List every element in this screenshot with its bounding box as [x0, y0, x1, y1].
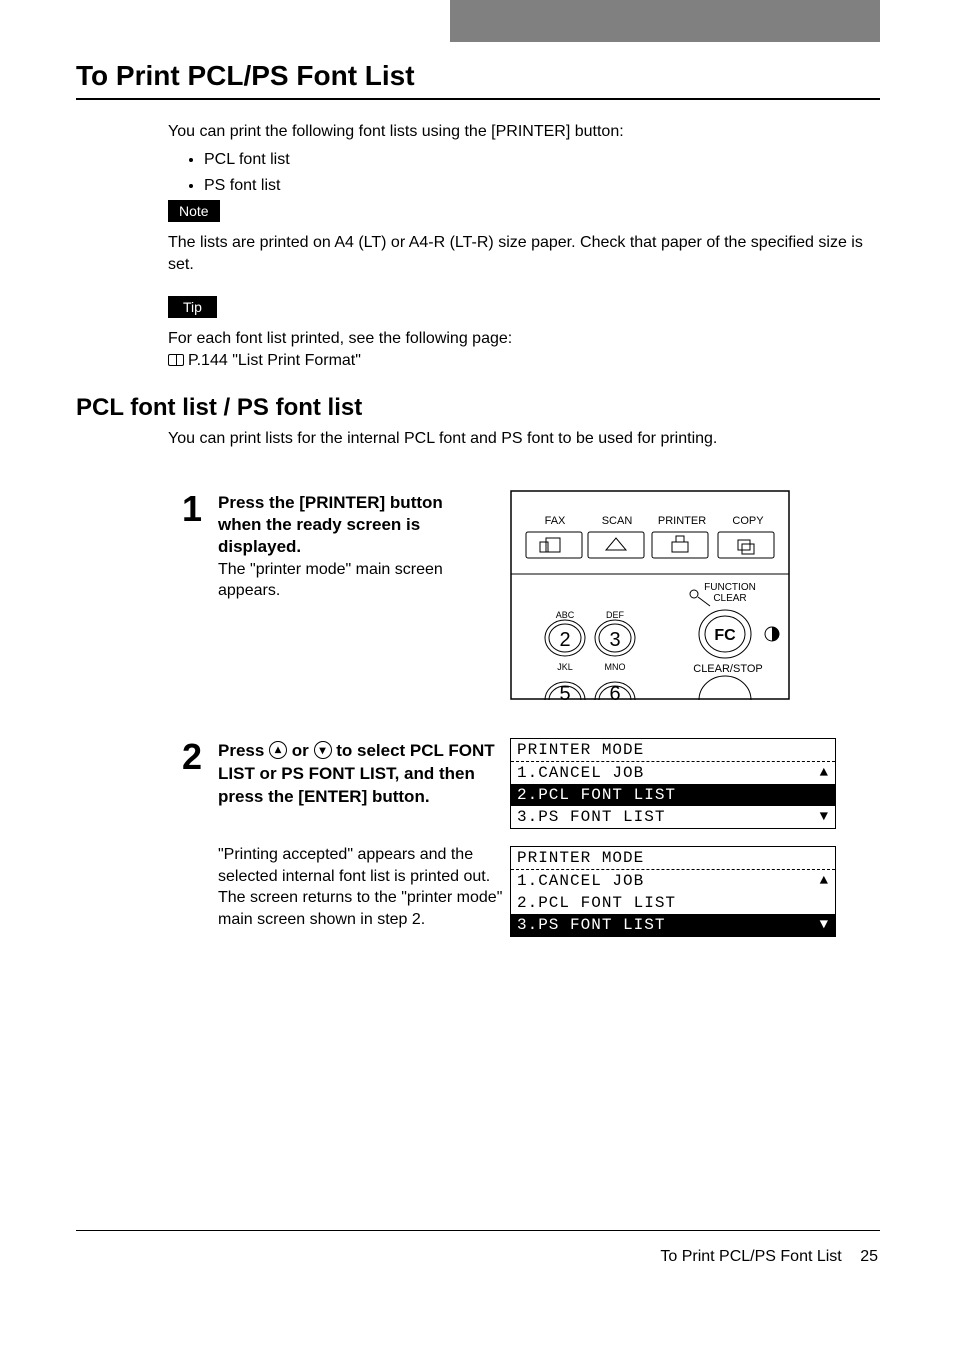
- book-icon: [168, 354, 184, 366]
- panel-key-3: 3: [609, 629, 620, 651]
- panel-key-6: 6: [609, 683, 620, 700]
- tip-block: For each font list printed, see the foll…: [168, 328, 868, 373]
- lcd2-row-3-text: 3.PS FONT LIST: [517, 916, 665, 934]
- tip-ref-line: P.144 "List Print Format": [168, 350, 868, 372]
- note-label: Note: [168, 200, 220, 222]
- step2-number: 2: [182, 736, 202, 778]
- down-arrow-icon: [314, 741, 332, 759]
- lcd-screen-2: PRINTER MODE 1.CANCEL JOB ▲ 2.PCL FONT L…: [510, 846, 836, 937]
- footer: To Print PCL/PS Font List 25: [660, 1248, 878, 1266]
- lcd1-row-1: 1.CANCEL JOB ▲: [511, 762, 835, 784]
- panel-clear-label: CLEAR: [713, 593, 746, 604]
- panel-def-label: DEF: [606, 610, 625, 620]
- panel-function-label: FUNCTION: [704, 582, 756, 593]
- lcd-screen-1: PRINTER MODE 1.CANCEL JOB ▲ 2.PCL FONT L…: [510, 738, 836, 829]
- panel-jkl-label: JKL: [557, 662, 573, 672]
- panel-scan-label: SCAN: [602, 515, 633, 527]
- control-panel-diagram: FAX SCAN PRINTER COPY FUNCTION CLEAR: [510, 490, 790, 700]
- footer-title: To Print PCL/PS Font List: [660, 1248, 841, 1265]
- lcd1-row-1-text: 1.CANCEL JOB: [517, 764, 644, 782]
- page-title: To Print PCL/PS Font List: [76, 60, 415, 92]
- tip-line1: For each font list printed, see the foll…: [168, 328, 868, 350]
- panel-fc-label: FC: [714, 627, 736, 644]
- fax-icon: [540, 538, 560, 552]
- lcd2-header: PRINTER MODE: [511, 847, 835, 870]
- lcd2-down-arrow-icon: ▼: [820, 917, 829, 933]
- step1-title: Press the [PRINTER] button when the read…: [218, 492, 488, 558]
- lcd2-row-2: 2.PCL FONT LIST: [511, 892, 835, 914]
- intro-bullets: PCL font list PS font list: [204, 148, 868, 198]
- panel-fax-label: FAX: [545, 515, 566, 527]
- step1-subtext: The "printer mode" main screen appears.: [218, 560, 488, 602]
- lcd2-row-3: 3.PS FONT LIST ▼: [511, 914, 835, 936]
- note-text: The lists are printed on A4 (LT) or A4-R…: [168, 232, 878, 277]
- lcd1-row-3-text: 3.PS FONT LIST: [517, 808, 665, 826]
- step2-title-part2: or: [287, 741, 313, 760]
- panel-copy-label: COPY: [732, 515, 764, 527]
- lcd2-row-1: 1.CANCEL JOB ▲: [511, 870, 835, 892]
- step2-subtext: "Printing accepted" appears and the sele…: [218, 844, 508, 930]
- panel-abc-label: ABC: [556, 610, 575, 620]
- intro-lead: You can print the following font lists u…: [168, 120, 868, 144]
- panel-printer-label: PRINTER: [658, 515, 706, 527]
- lcd1-row-3: 3.PS FONT LIST ▼: [511, 806, 835, 828]
- scan-icon: [606, 538, 626, 550]
- panel-clearstop-label: CLEAR/STOP: [693, 663, 763, 675]
- lcd1-row-2-text: 2.PCL FONT LIST: [517, 786, 676, 804]
- section-text: You can print lists for the internal PCL…: [168, 430, 868, 448]
- panel-key-2: 2: [559, 629, 570, 651]
- section-title: PCL font list / PS font list: [76, 394, 362, 422]
- lcd2-up-arrow-icon: ▲: [820, 873, 829, 889]
- lcd2-row-1-text: 1.CANCEL JOB: [517, 872, 644, 890]
- title-underline: [76, 98, 880, 100]
- printer-icon: [672, 536, 688, 552]
- intro-bullet-1: PCL font list: [204, 148, 868, 172]
- gray-header-tab: [450, 0, 880, 42]
- lcd1-up-arrow-icon: ▲: [820, 765, 829, 781]
- lcd1-row-2: 2.PCL FONT LIST: [511, 784, 835, 806]
- panel-key-5: 5: [559, 683, 570, 700]
- step1-number: 1: [182, 488, 202, 530]
- up-arrow-icon: [269, 741, 287, 759]
- lcd1-header: PRINTER MODE: [511, 739, 835, 762]
- tip-label: Tip: [168, 296, 217, 318]
- step2-title-part1: Press: [218, 741, 269, 760]
- tip-ref: P.144 "List Print Format": [188, 352, 361, 369]
- lcd2-row-2-text: 2.PCL FONT LIST: [517, 894, 676, 912]
- copy-icon: [738, 540, 754, 554]
- intro-bullet-2: PS font list: [204, 174, 868, 198]
- footer-line: [76, 1230, 880, 1231]
- footer-page-number: 25: [860, 1248, 878, 1265]
- panel-mno-label: MNO: [605, 662, 626, 672]
- intro-block: You can print the following font lists u…: [168, 120, 868, 200]
- step2-title: Press or to select PCL FONT LIST or PS F…: [218, 740, 498, 809]
- lcd1-down-arrow-icon: ▼: [820, 809, 829, 825]
